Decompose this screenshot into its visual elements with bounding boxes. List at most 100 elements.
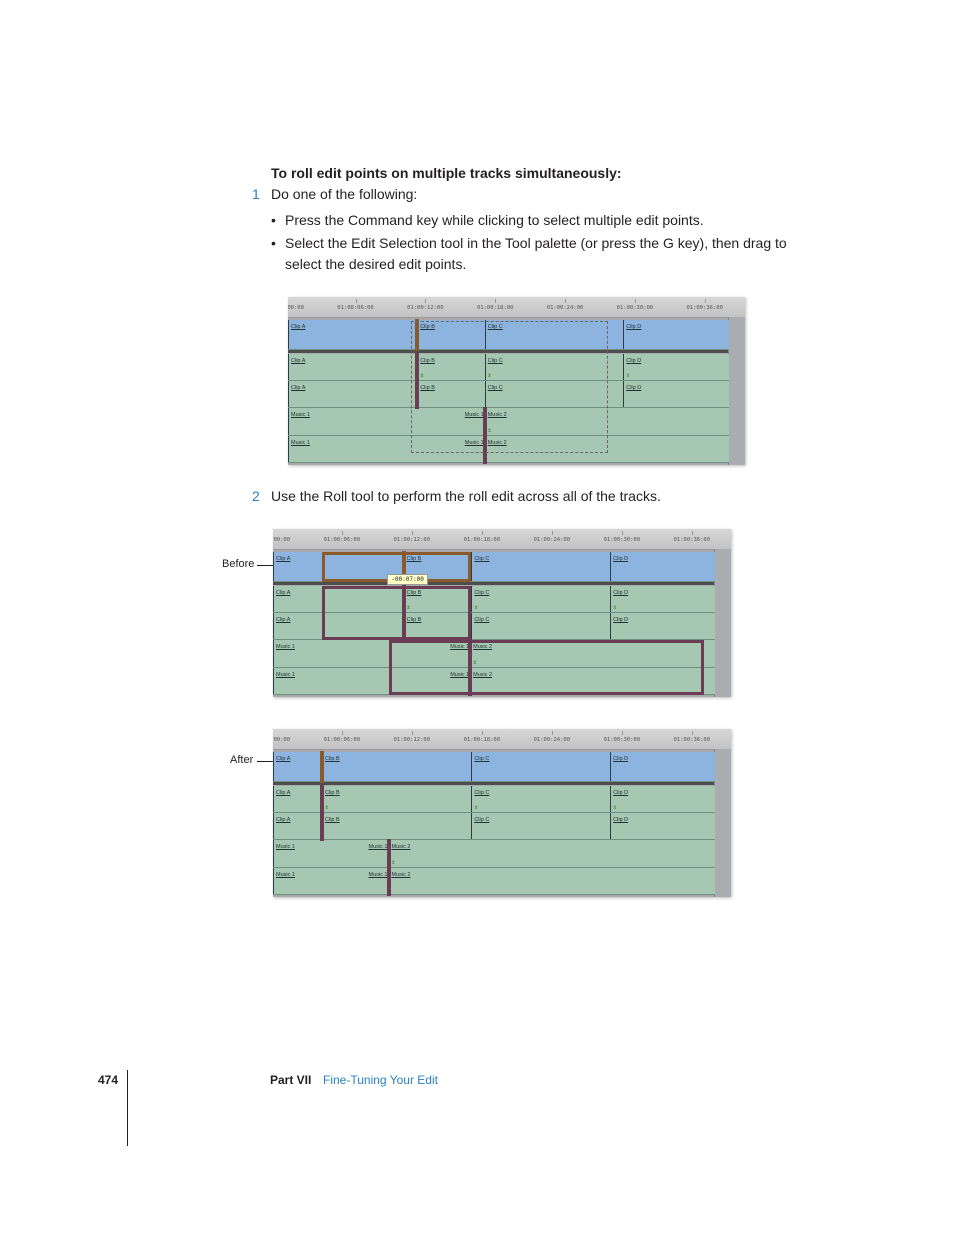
timeline-clip[interactable]: Clip B ⧗ (403, 586, 473, 612)
timeline-clip[interactable]: Clip B (417, 320, 486, 349)
timeline-clip[interactable]: Clip C (471, 752, 612, 781)
ruler-label: 01:00:24:00 (533, 737, 571, 743)
clip-name: Clip A (291, 385, 306, 391)
track-separator (273, 782, 714, 785)
timeline-clip[interactable]: Clip C (471, 813, 612, 839)
timeline-clip[interactable]: Clip A (273, 813, 323, 839)
timeline-clip[interactable]: Clip C (471, 552, 612, 581)
selected-edit-point[interactable] (482, 407, 487, 464)
scrollbar[interactable] (714, 549, 731, 697)
clip-name: Clip A (291, 324, 306, 330)
timeline-clip[interactable]: Clip B (403, 613, 473, 639)
timeline-clip[interactable]: Music 1 Music 1 (273, 840, 390, 867)
clip-end-name: Music 1 (450, 671, 470, 678)
timeline-clip[interactable]: Clip D (610, 613, 715, 639)
clip-name: Clip D (613, 756, 629, 762)
timeline-track-video: Clip A Clip B Clip C Clip D (288, 320, 729, 350)
ruler-label: 01:00:36:00 (673, 537, 711, 543)
timeline-clip[interactable]: Clip B (322, 752, 473, 781)
timeline-clip[interactable]: Clip A (273, 752, 323, 781)
timeline-clip[interactable]: Music 1 Music 1 (288, 435, 486, 462)
clip-name: Clip D (613, 817, 629, 823)
timeline-clip[interactable]: Clip C (484, 381, 625, 407)
timeline-clip[interactable]: Music 2 ⧗ (388, 840, 715, 867)
timeline-clip[interactable]: Clip B (322, 813, 473, 839)
track-row: Music 1 Music 1 Music 2 (273, 667, 715, 695)
timeline-clip[interactable]: Clip D (610, 813, 715, 839)
clip-end-name: Music 1 (368, 844, 388, 850)
timeline-clip[interactable]: Clip C ⧗ (471, 586, 612, 612)
selected-edit-point[interactable] (386, 839, 391, 896)
clip-end-name: Music 1 (368, 871, 388, 878)
timeline-clip[interactable]: Clip A (288, 381, 419, 407)
timeline-clip[interactable]: Music 1 Music 1 (273, 667, 472, 694)
timeline-track-video: Clip A Clip B Clip C Clip D (273, 752, 715, 782)
selected-edit-point[interactable] (320, 751, 324, 783)
ruler-label: 01:00:06:00 (323, 737, 361, 743)
timeline-clip[interactable]: Music 1 Music 1 (273, 867, 390, 894)
clip-name: Music 2 (473, 671, 493, 678)
timeline-clip[interactable]: Clip C (484, 320, 625, 349)
ruler-label: 01:00:12:00 (407, 305, 444, 311)
clip-name: Music 2 (473, 644, 493, 650)
link-indicator-icon: ⧗ (613, 605, 617, 611)
link-indicator-icon: ⧗ (474, 805, 478, 811)
timeline-clip[interactable]: Clip D (623, 381, 729, 407)
timeline-clip[interactable]: Clip B ⧗ (322, 786, 473, 812)
clip-name: Clip B (420, 385, 435, 391)
ruler-tick (634, 299, 636, 303)
timeline-clip[interactable]: Clip A (288, 354, 419, 380)
track-row: Music 1 Music 1 Music 2 (273, 867, 715, 895)
selected-edit-point[interactable] (468, 639, 473, 696)
timeline-clip[interactable]: Clip D ⧗ (610, 586, 715, 612)
timeline-clip[interactable]: Music 1 Music 1 (288, 408, 486, 435)
timeline-clip[interactable]: Music 2 ⧗ (470, 640, 715, 667)
timeline-clip[interactable]: Clip A (273, 786, 323, 812)
selected-edit-point[interactable] (401, 551, 406, 583)
clip-name: Music 2 (487, 439, 507, 446)
clip-name: Music 2 (487, 412, 507, 418)
timeline-clip[interactable]: Clip D (610, 752, 715, 781)
timeline-clip[interactable]: Clip B ⧗ (417, 354, 486, 380)
clip-name: Clip C (487, 385, 503, 391)
ruler-tick (341, 731, 343, 735)
footer-chapter-link[interactable]: Fine-Tuning Your Edit (323, 1073, 438, 1087)
timeline-ruler: 01:00:00:00 01:00:06:00 01:00:12:00 01:00:1… (273, 729, 731, 750)
ruler-tick (341, 531, 343, 535)
timeline-screenshot-selection: 01:00:00:00 01:00:06:00 01:00:12:00 01:00:1… (288, 297, 745, 465)
link-indicator-icon: ⧗ (626, 373, 630, 379)
selected-edit-point[interactable] (320, 785, 324, 841)
before-callout: Before (222, 558, 255, 570)
timeline-clip[interactable]: Clip C (471, 613, 612, 639)
timeline-clip[interactable]: Clip C ⧗ (484, 354, 625, 380)
scrollbar[interactable] (728, 317, 745, 465)
timeline-clip[interactable]: Clip D (610, 552, 715, 581)
scrollbar[interactable] (714, 749, 731, 897)
link-indicator-icon: ⧗ (420, 373, 424, 379)
track-row: Music 1 Music 1 Music 2 ⧗ (273, 840, 715, 868)
timeline-clip[interactable]: Clip D ⧗ (610, 786, 715, 812)
timeline-clip[interactable]: Music 1 Music 1 (273, 640, 472, 667)
timeline-clip[interactable]: Clip A (273, 552, 405, 581)
ruler-label: 01:00:30:00 (616, 305, 654, 311)
timeline-clip[interactable]: Music 2 (388, 867, 715, 894)
timeline-clip[interactable]: Music 2 (470, 667, 715, 694)
selected-edit-point[interactable] (415, 353, 420, 409)
link-indicator-icon: ⧗ (487, 427, 492, 434)
timeline-clip[interactable]: Clip A (273, 586, 405, 612)
clip-name: Clip C (474, 756, 490, 762)
ruler-label: 01:00:18:00 (463, 537, 501, 543)
selected-edit-point[interactable] (401, 585, 406, 641)
timeline-clip[interactable]: Clip A (288, 320, 419, 349)
timeline-clip[interactable]: Clip C ⧗ (471, 786, 612, 812)
ruler-tick (691, 531, 693, 535)
ruler-label: 01:00:06:00 (337, 305, 374, 311)
timeline-clip[interactable]: Clip B (417, 381, 486, 407)
footer-divider (127, 1070, 128, 1146)
timeline-clip[interactable]: Clip D (623, 320, 729, 349)
timeline-clip[interactable]: Clip A (273, 613, 405, 639)
timeline-clip[interactable]: Clip D ⧗ (623, 354, 729, 380)
selected-edit-point[interactable] (415, 319, 420, 351)
